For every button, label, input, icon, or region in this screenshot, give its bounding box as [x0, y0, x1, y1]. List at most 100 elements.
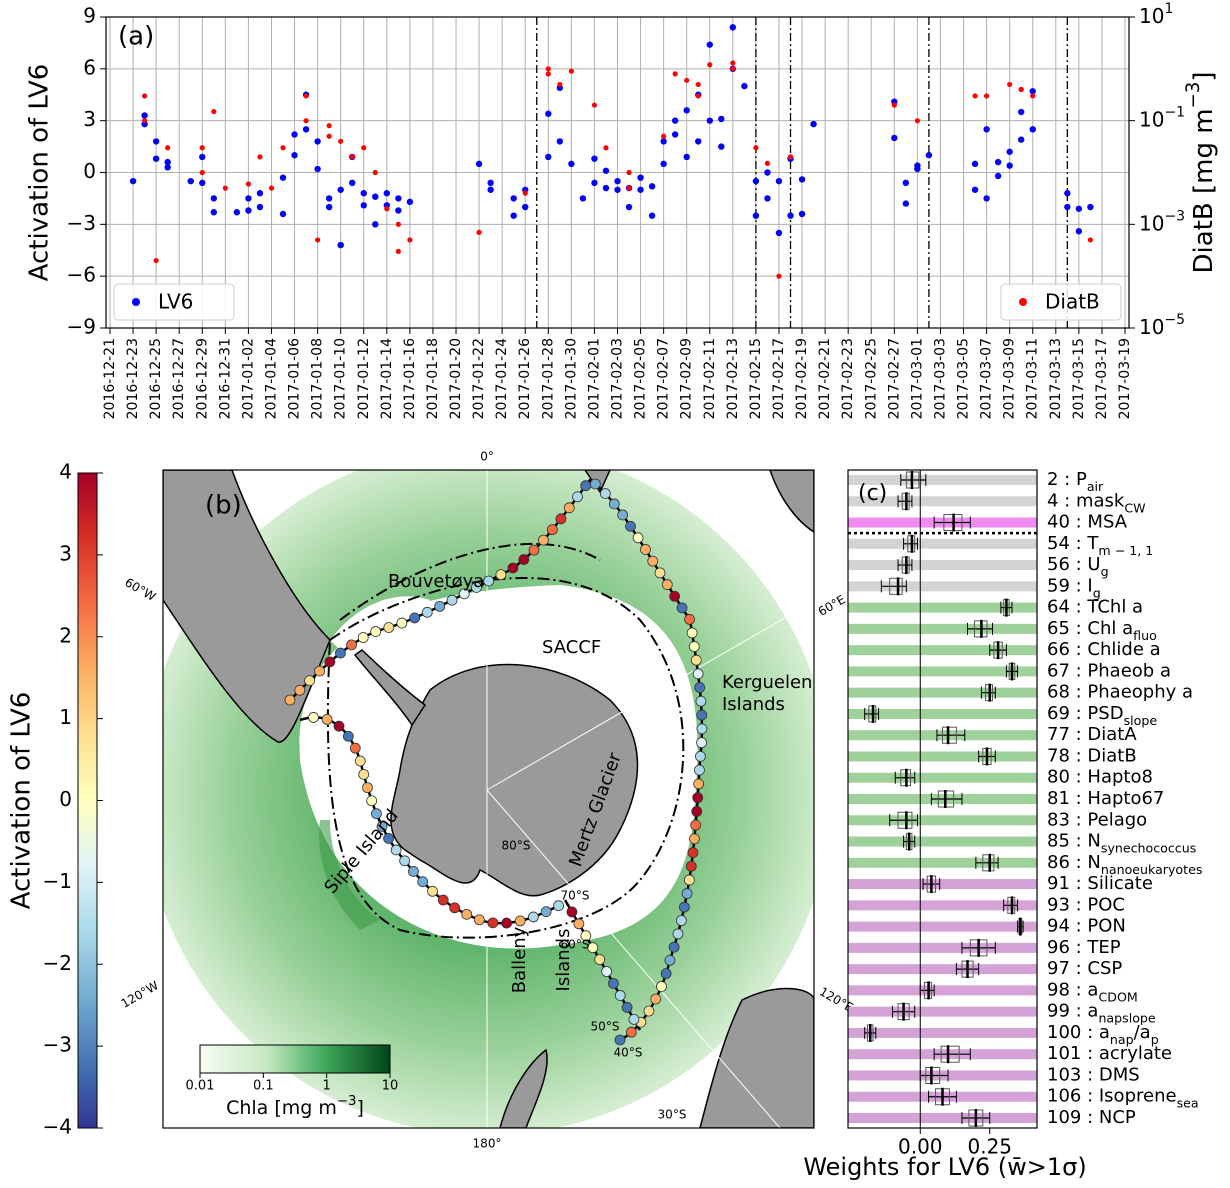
x-tick-label: 2016-12-27	[171, 338, 187, 419]
meridian-label: 60°W	[122, 575, 158, 604]
track-dot	[383, 833, 394, 844]
track-dot	[695, 695, 707, 707]
track-dot	[390, 844, 402, 856]
row-label-part: 69 : PSD	[1047, 703, 1124, 724]
point	[326, 133, 332, 139]
y2-tick-exponent: −5	[1164, 312, 1185, 328]
row-label-part: 103 : DMS	[1047, 1064, 1140, 1085]
point	[810, 120, 817, 128]
track-dot	[660, 968, 672, 979]
point	[383, 190, 391, 197]
row-label: 80 : Hapto8	[1047, 767, 1153, 788]
row-band	[848, 900, 1037, 911]
point	[557, 81, 563, 88]
point	[361, 145, 367, 151]
point	[787, 154, 794, 160]
track-dot	[572, 491, 583, 503]
row-label-part: CW	[1124, 500, 1146, 515]
track-dot	[692, 668, 704, 680]
point	[510, 195, 517, 202]
row-label-part: 65 : Chl a	[1047, 618, 1133, 639]
x-tick-label: 2017-02-03	[610, 338, 626, 419]
track-dot	[449, 902, 461, 914]
row-label: 94 : PON	[1047, 916, 1126, 937]
x-tick-label: 0.25	[967, 1135, 1012, 1159]
track-dot	[487, 917, 499, 929]
chla-colorbar-label: Chla [mg m−3]	[226, 1094, 364, 1119]
x-tick-label: 2016-12-31	[217, 338, 233, 419]
row-label: 91 : Silicate	[1047, 873, 1153, 894]
x-tick-label: 2017-02-21	[817, 338, 833, 419]
track-dot	[608, 978, 619, 989]
point	[764, 169, 771, 176]
row-label-part: 99 : a	[1047, 1001, 1098, 1022]
row-label-part: 93 : POC	[1047, 894, 1125, 915]
track-dot	[314, 665, 326, 677]
track-dot	[501, 917, 513, 929]
point	[614, 177, 621, 185]
point	[338, 138, 344, 144]
row-label-part: 101 : acrylate	[1047, 1043, 1172, 1064]
point	[142, 93, 148, 99]
point	[245, 195, 252, 202]
point	[1017, 136, 1025, 143]
point	[776, 273, 782, 279]
point	[983, 195, 990, 202]
point	[545, 71, 551, 77]
row-label: 86 : Nnanoeukaryotes	[1047, 852, 1202, 877]
track-dot	[694, 682, 706, 693]
x-tick-label: 2016-12-25	[148, 338, 164, 419]
row-band	[848, 751, 1037, 762]
track-dot	[371, 808, 382, 820]
x-tick-label: 2017-02-11	[702, 338, 718, 419]
point	[648, 183, 656, 190]
point	[360, 190, 367, 197]
chla-colorbar-label-part: −3	[337, 1094, 357, 1109]
track-dot	[366, 795, 378, 807]
colorbar-tick-label: −2	[43, 951, 72, 975]
point	[142, 118, 148, 124]
row-label: 98 : aCDOM	[1047, 979, 1138, 1004]
row-band	[848, 942, 1037, 953]
row-label-part: g	[1101, 564, 1109, 579]
track-dot	[540, 906, 552, 918]
point	[407, 237, 413, 243]
chla-tick-label: 0.01	[186, 1079, 215, 1094]
row-label-part: 40 : MSA	[1047, 512, 1128, 533]
row-label: 106 : Isoprenesea	[1047, 1086, 1199, 1111]
track-dot	[599, 488, 611, 499]
row-label: 64 : TChl a	[1047, 597, 1143, 618]
point	[257, 154, 263, 160]
colorbar-label: Activation of LV6	[7, 692, 37, 910]
point	[315, 237, 321, 243]
row-label: 96 : TEP	[1047, 937, 1121, 958]
point	[798, 176, 806, 183]
point	[591, 155, 598, 162]
point	[406, 198, 414, 206]
row-label: 4 : maskCW	[1047, 490, 1146, 515]
point	[994, 172, 1002, 180]
point	[372, 169, 378, 176]
point	[153, 257, 159, 264]
track-dot	[514, 915, 526, 927]
track-dot	[640, 544, 651, 555]
track-dot	[685, 860, 697, 872]
point	[1007, 81, 1013, 88]
row-label-part: 91 : Silicate	[1047, 873, 1153, 894]
track-dot	[691, 806, 703, 817]
row-label-part: 86 : N	[1047, 852, 1101, 873]
track-dot	[294, 684, 306, 696]
point	[349, 179, 356, 187]
track-dot	[458, 588, 470, 600]
x-tick-label: 2017-01-18	[425, 338, 441, 419]
point	[902, 179, 910, 187]
point	[210, 209, 218, 216]
point	[706, 41, 713, 48]
track-dot	[681, 888, 693, 899]
track-dot	[555, 513, 567, 525]
point	[626, 169, 632, 176]
track-dot	[614, 990, 626, 1001]
point	[325, 203, 333, 211]
track-dot	[601, 966, 612, 977]
point	[684, 77, 690, 83]
